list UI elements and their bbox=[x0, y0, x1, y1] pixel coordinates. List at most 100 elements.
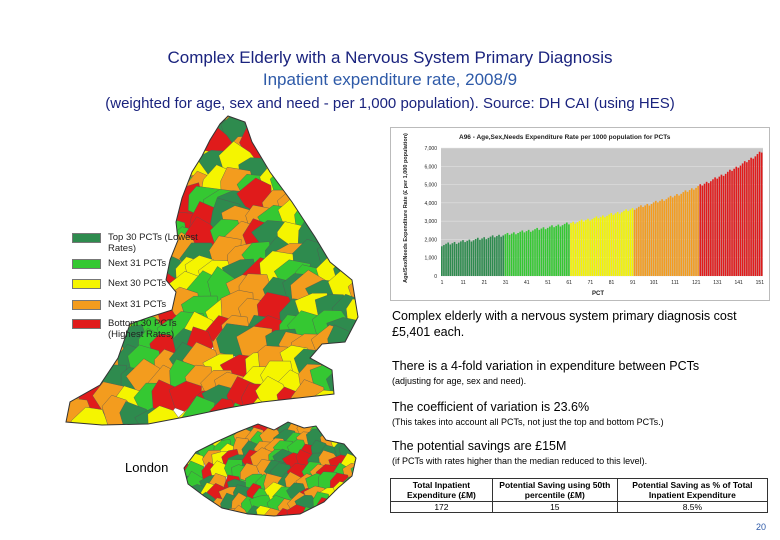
map-region bbox=[131, 135, 162, 167]
map-region bbox=[350, 116, 358, 126]
map-region bbox=[325, 508, 348, 516]
chart-bar bbox=[529, 231, 532, 276]
chart-x-tick-label: 101 bbox=[650, 280, 659, 286]
legend-swatch bbox=[72, 319, 101, 329]
map-region bbox=[78, 148, 121, 188]
map-region bbox=[150, 132, 190, 169]
chart-bar bbox=[580, 219, 583, 276]
chart-y-tick-label: 5,000 bbox=[424, 183, 437, 189]
london-map bbox=[176, 418, 376, 519]
map-region bbox=[184, 505, 200, 516]
chart-y-tick-label: 3,000 bbox=[424, 219, 437, 225]
chart-bar bbox=[731, 170, 733, 276]
chart-y-axis-label: Age/Sex/Needs Expenditure Rate (£ per 1,… bbox=[403, 133, 409, 283]
map-region bbox=[233, 422, 253, 428]
chart-bar bbox=[635, 208, 638, 276]
chart-bar bbox=[690, 188, 693, 276]
map-region bbox=[273, 116, 311, 125]
chart-bar bbox=[491, 235, 494, 276]
chart-bar bbox=[680, 193, 682, 276]
chart-bar bbox=[638, 206, 640, 276]
chart-bar bbox=[614, 213, 617, 276]
map-region bbox=[364, 418, 376, 438]
chart-bar bbox=[741, 163, 744, 276]
chart-bar bbox=[629, 209, 632, 276]
map-region bbox=[359, 454, 376, 475]
chart-bar bbox=[485, 239, 488, 276]
chart-bar bbox=[678, 195, 680, 276]
chart-bar bbox=[671, 197, 674, 276]
map-region bbox=[272, 149, 312, 184]
chart-bar bbox=[648, 205, 651, 276]
table-header: Total Inpatient Expenditure (£M) bbox=[390, 478, 493, 502]
map-region bbox=[73, 130, 105, 163]
chart-bar bbox=[631, 208, 634, 276]
chart-bar bbox=[610, 213, 613, 276]
map-region bbox=[254, 116, 290, 134]
chart-bar bbox=[468, 239, 471, 276]
map-region bbox=[165, 132, 199, 167]
chart-bar bbox=[642, 206, 644, 276]
cov-statement: The coefficient of variation is 23.6% bbox=[392, 400, 590, 414]
map-region bbox=[243, 116, 281, 126]
chart-bar bbox=[608, 214, 610, 276]
map-region bbox=[80, 200, 116, 234]
legend-item-bottom30: Bottom 30 PCTs (Highest Rates) bbox=[72, 318, 198, 340]
page-title: Complex Elderly with a Nervous System Pr… bbox=[167, 48, 613, 67]
chart-x-tick-label: 71 bbox=[588, 280, 594, 286]
chart-bar bbox=[599, 216, 602, 276]
chart-bar bbox=[714, 177, 716, 276]
chart-bar bbox=[697, 186, 699, 276]
methodology-note: (weighted for age, sex and need - per 1,… bbox=[105, 95, 675, 112]
chart-bar bbox=[746, 162, 748, 276]
legend-item-next31-a: Next 31 PCTs bbox=[72, 258, 166, 269]
chart-bar bbox=[652, 202, 655, 276]
map-region bbox=[187, 116, 220, 134]
map-region bbox=[337, 422, 356, 440]
map-region bbox=[115, 116, 147, 129]
chart-bar bbox=[587, 218, 589, 276]
chart-bar bbox=[695, 187, 697, 276]
chart-bar bbox=[669, 195, 672, 276]
map-region bbox=[100, 130, 131, 164]
map-region bbox=[317, 497, 336, 516]
map-region bbox=[281, 135, 314, 165]
chart-y-tick-label: 2,000 bbox=[424, 237, 437, 243]
map-region bbox=[332, 481, 356, 502]
map-region bbox=[184, 440, 185, 461]
map-region bbox=[364, 488, 376, 506]
chart-bar bbox=[625, 209, 627, 276]
map-region bbox=[66, 119, 78, 154]
chart-bar bbox=[606, 215, 608, 276]
map-region bbox=[363, 500, 376, 519]
chart-bar bbox=[470, 241, 473, 276]
chart-bar bbox=[578, 220, 581, 276]
chart-bar bbox=[536, 227, 538, 276]
map-region bbox=[94, 116, 133, 123]
chart-bar bbox=[474, 239, 477, 276]
chart-x-tick-label: 11 bbox=[461, 280, 466, 286]
table-cell: 15 bbox=[491, 501, 618, 513]
chart-bar bbox=[724, 173, 727, 276]
map-region bbox=[205, 422, 229, 428]
chart-bar bbox=[506, 232, 509, 276]
map-region bbox=[66, 116, 82, 132]
map-region bbox=[176, 419, 183, 438]
map-region bbox=[352, 329, 358, 369]
chart-bar bbox=[663, 200, 666, 276]
chart-title: A96 - Age,Sex,Needs Expenditure Rate per… bbox=[459, 134, 671, 141]
chart-bar bbox=[523, 232, 526, 276]
map-region bbox=[129, 149, 166, 187]
chart-bar bbox=[451, 243, 454, 276]
map-region bbox=[340, 506, 356, 516]
map-region bbox=[184, 430, 198, 451]
chart-bar bbox=[718, 176, 721, 276]
chart-bar bbox=[602, 215, 604, 276]
chart-bar bbox=[659, 200, 661, 276]
chart-bar bbox=[515, 234, 517, 276]
map-region bbox=[315, 131, 350, 161]
map-region bbox=[184, 504, 187, 516]
chart-bar bbox=[441, 246, 443, 276]
chart-bar bbox=[654, 200, 657, 276]
map-region bbox=[323, 422, 344, 440]
